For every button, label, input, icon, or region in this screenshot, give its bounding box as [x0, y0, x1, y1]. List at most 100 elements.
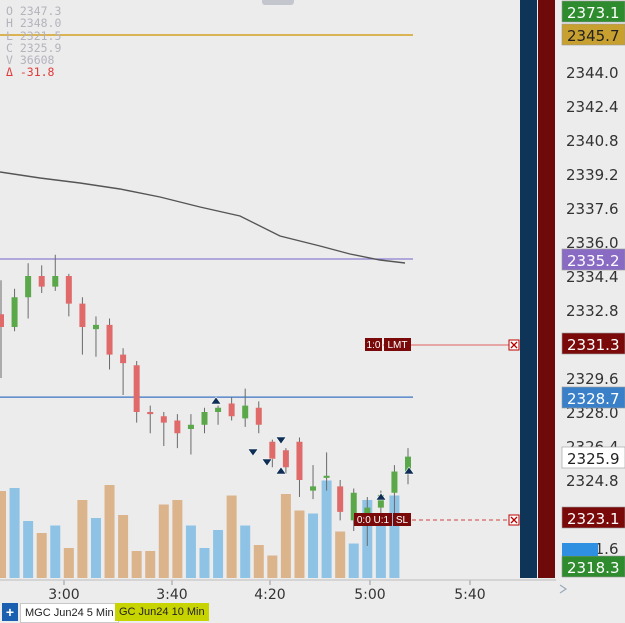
time-tick-label: 3:40 — [156, 587, 187, 603]
add-tab-button[interactable]: + — [2, 603, 18, 621]
price-tick-label: 2334.4 — [566, 268, 619, 286]
candle-body — [106, 324, 113, 355]
limit-order-qty: 1:0 — [367, 340, 381, 351]
price-marker-label: 2331.3 — [567, 336, 620, 354]
time-tick-label: 3:00 — [48, 587, 79, 603]
price-tick-label: 2342.4 — [566, 98, 619, 116]
volume-bar — [267, 555, 278, 578]
volume-bar — [23, 521, 34, 578]
stop-order-type: SL — [396, 515, 409, 526]
volume-bar — [172, 500, 183, 578]
candle-body — [201, 412, 208, 425]
ohlc-legend: O 2347.3 H 2348.0 L 2321.5 C 2325.9 V 36… — [6, 5, 61, 79]
tab-gc-10min[interactable]: GC Jun24 10 Min — [115, 603, 209, 621]
price-tick-label: 2329.6 — [566, 370, 619, 388]
price-marker-bg — [561, 506, 625, 529]
price-marker-label: 2373.1 — [567, 4, 620, 22]
price-tick-label: 2344.0 — [566, 64, 619, 82]
buy-fill-marker — [403, 466, 415, 475]
volume-value: V 36608 — [6, 53, 55, 68]
volume-bar — [0, 491, 6, 578]
moving-average-line — [0, 171, 406, 264]
candle-body — [52, 276, 59, 287]
stop-order-qty: 0:0 U:1 — [357, 515, 390, 526]
limit-order-type: LMT — [388, 340, 408, 351]
volume-bar — [389, 495, 400, 578]
cancel-x-mark — [510, 341, 518, 349]
candle-body — [323, 475, 330, 478]
limit-order-type-bg — [384, 338, 411, 351]
candle-body — [377, 494, 384, 508]
volume-bar — [36, 533, 47, 578]
price-tick-label: 2340.8 — [566, 132, 619, 150]
volume-bar — [294, 510, 305, 578]
delta-value: Δ -31.8 — [6, 65, 55, 80]
time-axis: 3:00 3:40 4:20 5:00 5:40 — [0, 579, 568, 603]
volume-bar — [185, 525, 196, 578]
candle-body — [350, 492, 357, 521]
time-tick-label: 5:40 — [454, 587, 485, 603]
limit-order-qty-bg — [365, 338, 382, 351]
right-gap — [413, 0, 520, 580]
candle-body — [255, 407, 262, 425]
last-volume-marker — [562, 543, 598, 556]
volume-bar — [131, 551, 142, 578]
price-marker-label: 2335.2 — [567, 252, 620, 270]
volume-bar — [226, 495, 237, 578]
price-tick-label: 2332.8 — [566, 302, 619, 320]
buy-fill-marker — [210, 396, 222, 405]
price-marker-bg — [561, 248, 625, 271]
time-tick-label: 5:00 — [354, 587, 385, 603]
volume-bar — [145, 551, 156, 578]
volume-bar — [213, 530, 224, 578]
price-axis — [556, 0, 625, 580]
volume-bar — [308, 513, 319, 578]
buy-fill-marker — [375, 492, 387, 501]
volume-bar — [240, 525, 251, 578]
sell-fill-marker — [261, 458, 273, 467]
candle-body — [282, 450, 289, 468]
volume-bar — [335, 531, 346, 578]
stop-order-type-bg — [393, 513, 411, 526]
candle-body — [120, 354, 127, 364]
candle-body — [65, 276, 72, 304]
candle-body — [269, 441, 276, 459]
volume-bar — [50, 525, 61, 578]
candle-body — [11, 297, 18, 327]
candle-body — [79, 303, 86, 327]
volume-bar — [321, 480, 332, 578]
volume-bar — [253, 545, 264, 578]
tab-mgc-5min[interactable]: MGC Jun24 5 Min — [20, 603, 119, 623]
volume-bar — [280, 494, 291, 578]
candle-body — [174, 420, 181, 434]
volume-bar — [118, 515, 129, 578]
axis-scroll-icon — [559, 584, 568, 594]
candle-body — [296, 441, 303, 480]
price-tick-label: 2336.0 — [566, 234, 619, 252]
candle-body — [391, 471, 398, 493]
price-marker-label: 2318.3 — [567, 559, 620, 577]
cancel-x-mark — [510, 516, 518, 524]
candle-body — [337, 486, 344, 512]
candle-body — [38, 276, 45, 287]
price-marker-bg — [561, 23, 625, 46]
volume-bar — [90, 518, 101, 578]
bid-ladder-column — [520, 0, 537, 578]
candle-body — [147, 412, 154, 415]
price-marker-label: 2323.1 — [567, 510, 620, 528]
price-marker-bg — [561, 0, 625, 23]
sell-fill-marker — [247, 448, 259, 457]
candle-body — [215, 407, 222, 412]
candle-body — [160, 416, 167, 423]
price-marker-bg — [561, 446, 625, 469]
panel-resize-handle[interactable] — [262, 0, 294, 5]
candle-body — [0, 314, 4, 327]
time-tick-label: 4:20 — [254, 587, 285, 603]
price-axis-labels: 2344.0 2342.4 2340.8 2339.2 2337.6 2336.0 2334… — [561, 0, 625, 578]
candle-body — [133, 365, 140, 412]
price-marker-label: 2325.9 — [567, 450, 620, 468]
candle-body — [25, 276, 32, 298]
candle-body — [187, 424, 194, 429]
volume-bar — [199, 548, 210, 578]
